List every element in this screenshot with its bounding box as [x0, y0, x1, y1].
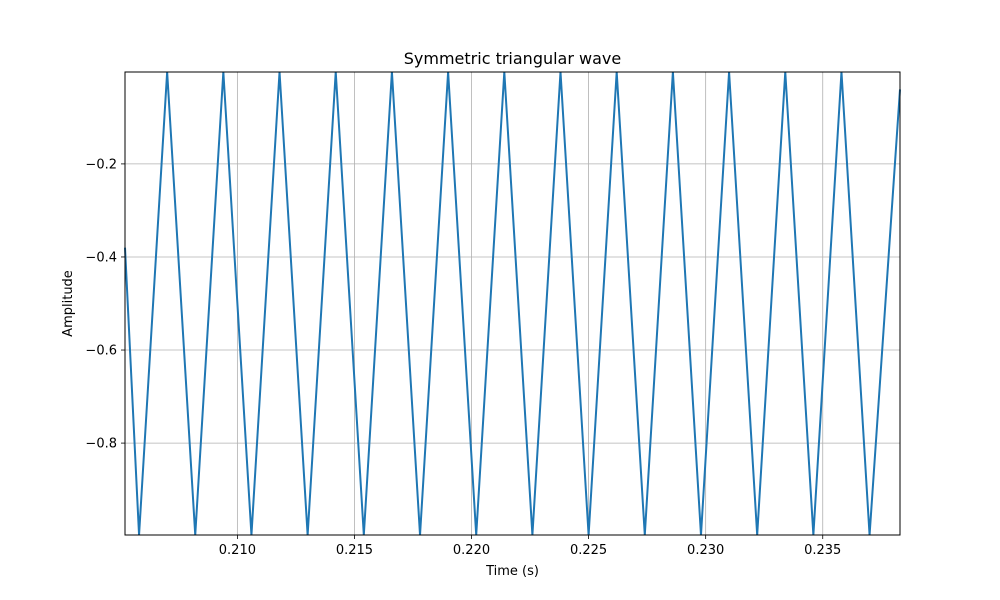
- x-tick-label: 0.235: [804, 543, 841, 558]
- x-tick-label: 0.230: [687, 543, 724, 558]
- y-tick-label: −0.8: [85, 437, 117, 452]
- y-tick-label: −0.2: [85, 157, 117, 172]
- x-tick-label: 0.220: [453, 543, 490, 558]
- x-axis-ticks: 0.210 0.215 0.220 0.225 0.230 0.235: [219, 535, 841, 558]
- x-tick-label: 0.210: [219, 543, 256, 558]
- chart-title: Symmetric triangular wave: [404, 49, 621, 68]
- plot-frame: [124, 71, 901, 536]
- y-axis-label: Amplitude: [61, 270, 76, 337]
- y-tick-label: −0.4: [85, 250, 117, 265]
- x-gridlines: [236, 72, 824, 535]
- plot-area: [125, 72, 900, 535]
- y-axis-ticks: −0.2 −0.4 −0.6 −0.8: [85, 157, 125, 452]
- x-axis-label: Time (s): [485, 564, 539, 579]
- x-tick-label: 0.225: [570, 543, 607, 558]
- x-tick-label: 0.215: [336, 543, 373, 558]
- y-gridlines: [125, 163, 900, 444]
- y-tick-label: −0.6: [85, 344, 117, 359]
